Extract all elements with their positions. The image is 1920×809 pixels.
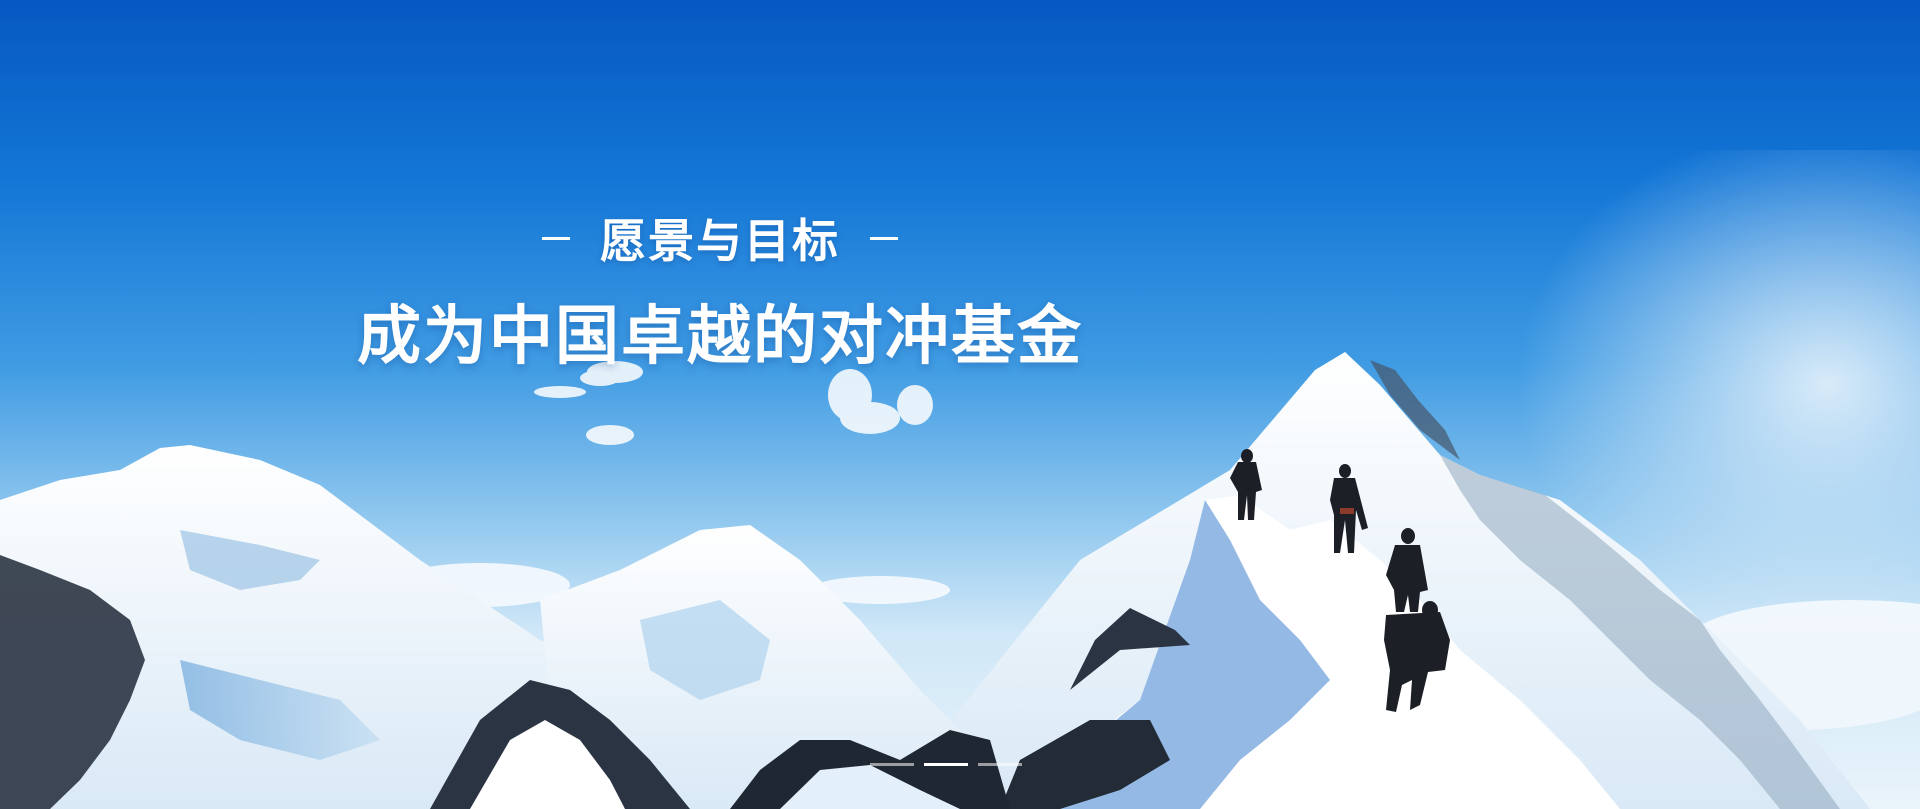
pager-dot-3[interactable] bbox=[978, 763, 1022, 766]
pager-dot-2[interactable] bbox=[924, 763, 968, 766]
left-peak-crevasse bbox=[180, 660, 380, 760]
cloud-icon bbox=[534, 361, 933, 445]
main-peak-rock-right bbox=[1440, 455, 1840, 809]
eyebrow-label: 愿景与目标 bbox=[600, 214, 840, 268]
carousel-pager bbox=[870, 763, 1022, 766]
hero-heading: 愿景与目标 成为中国卓越的对冲基金 bbox=[350, 205, 1090, 377]
climber-icon bbox=[1230, 449, 1262, 520]
eyebrow-row: 愿景与目标 bbox=[350, 205, 1090, 271]
main-peak-rock-top bbox=[1370, 360, 1460, 460]
eyebrow-dash-left bbox=[542, 236, 570, 240]
left-peak-rocks bbox=[0, 555, 145, 809]
left-peak bbox=[0, 445, 620, 809]
climber-icon bbox=[1330, 464, 1368, 553]
ridge-shadow bbox=[1010, 500, 1330, 809]
climber-icon bbox=[1384, 601, 1450, 712]
middle-peak-shade bbox=[640, 600, 770, 700]
pager-dot-1[interactable] bbox=[870, 763, 914, 766]
eyebrow-dash-right bbox=[870, 236, 898, 240]
hero-title: 成为中国卓越的对冲基金 bbox=[357, 299, 1083, 374]
middle-rocks-snow bbox=[470, 720, 625, 809]
foreground-snow bbox=[780, 765, 960, 809]
ridge-rocks-lower bbox=[1000, 720, 1170, 809]
ridge-rocks bbox=[1070, 608, 1190, 690]
climber-icon bbox=[1386, 528, 1428, 612]
left-peak-shade bbox=[180, 530, 320, 590]
